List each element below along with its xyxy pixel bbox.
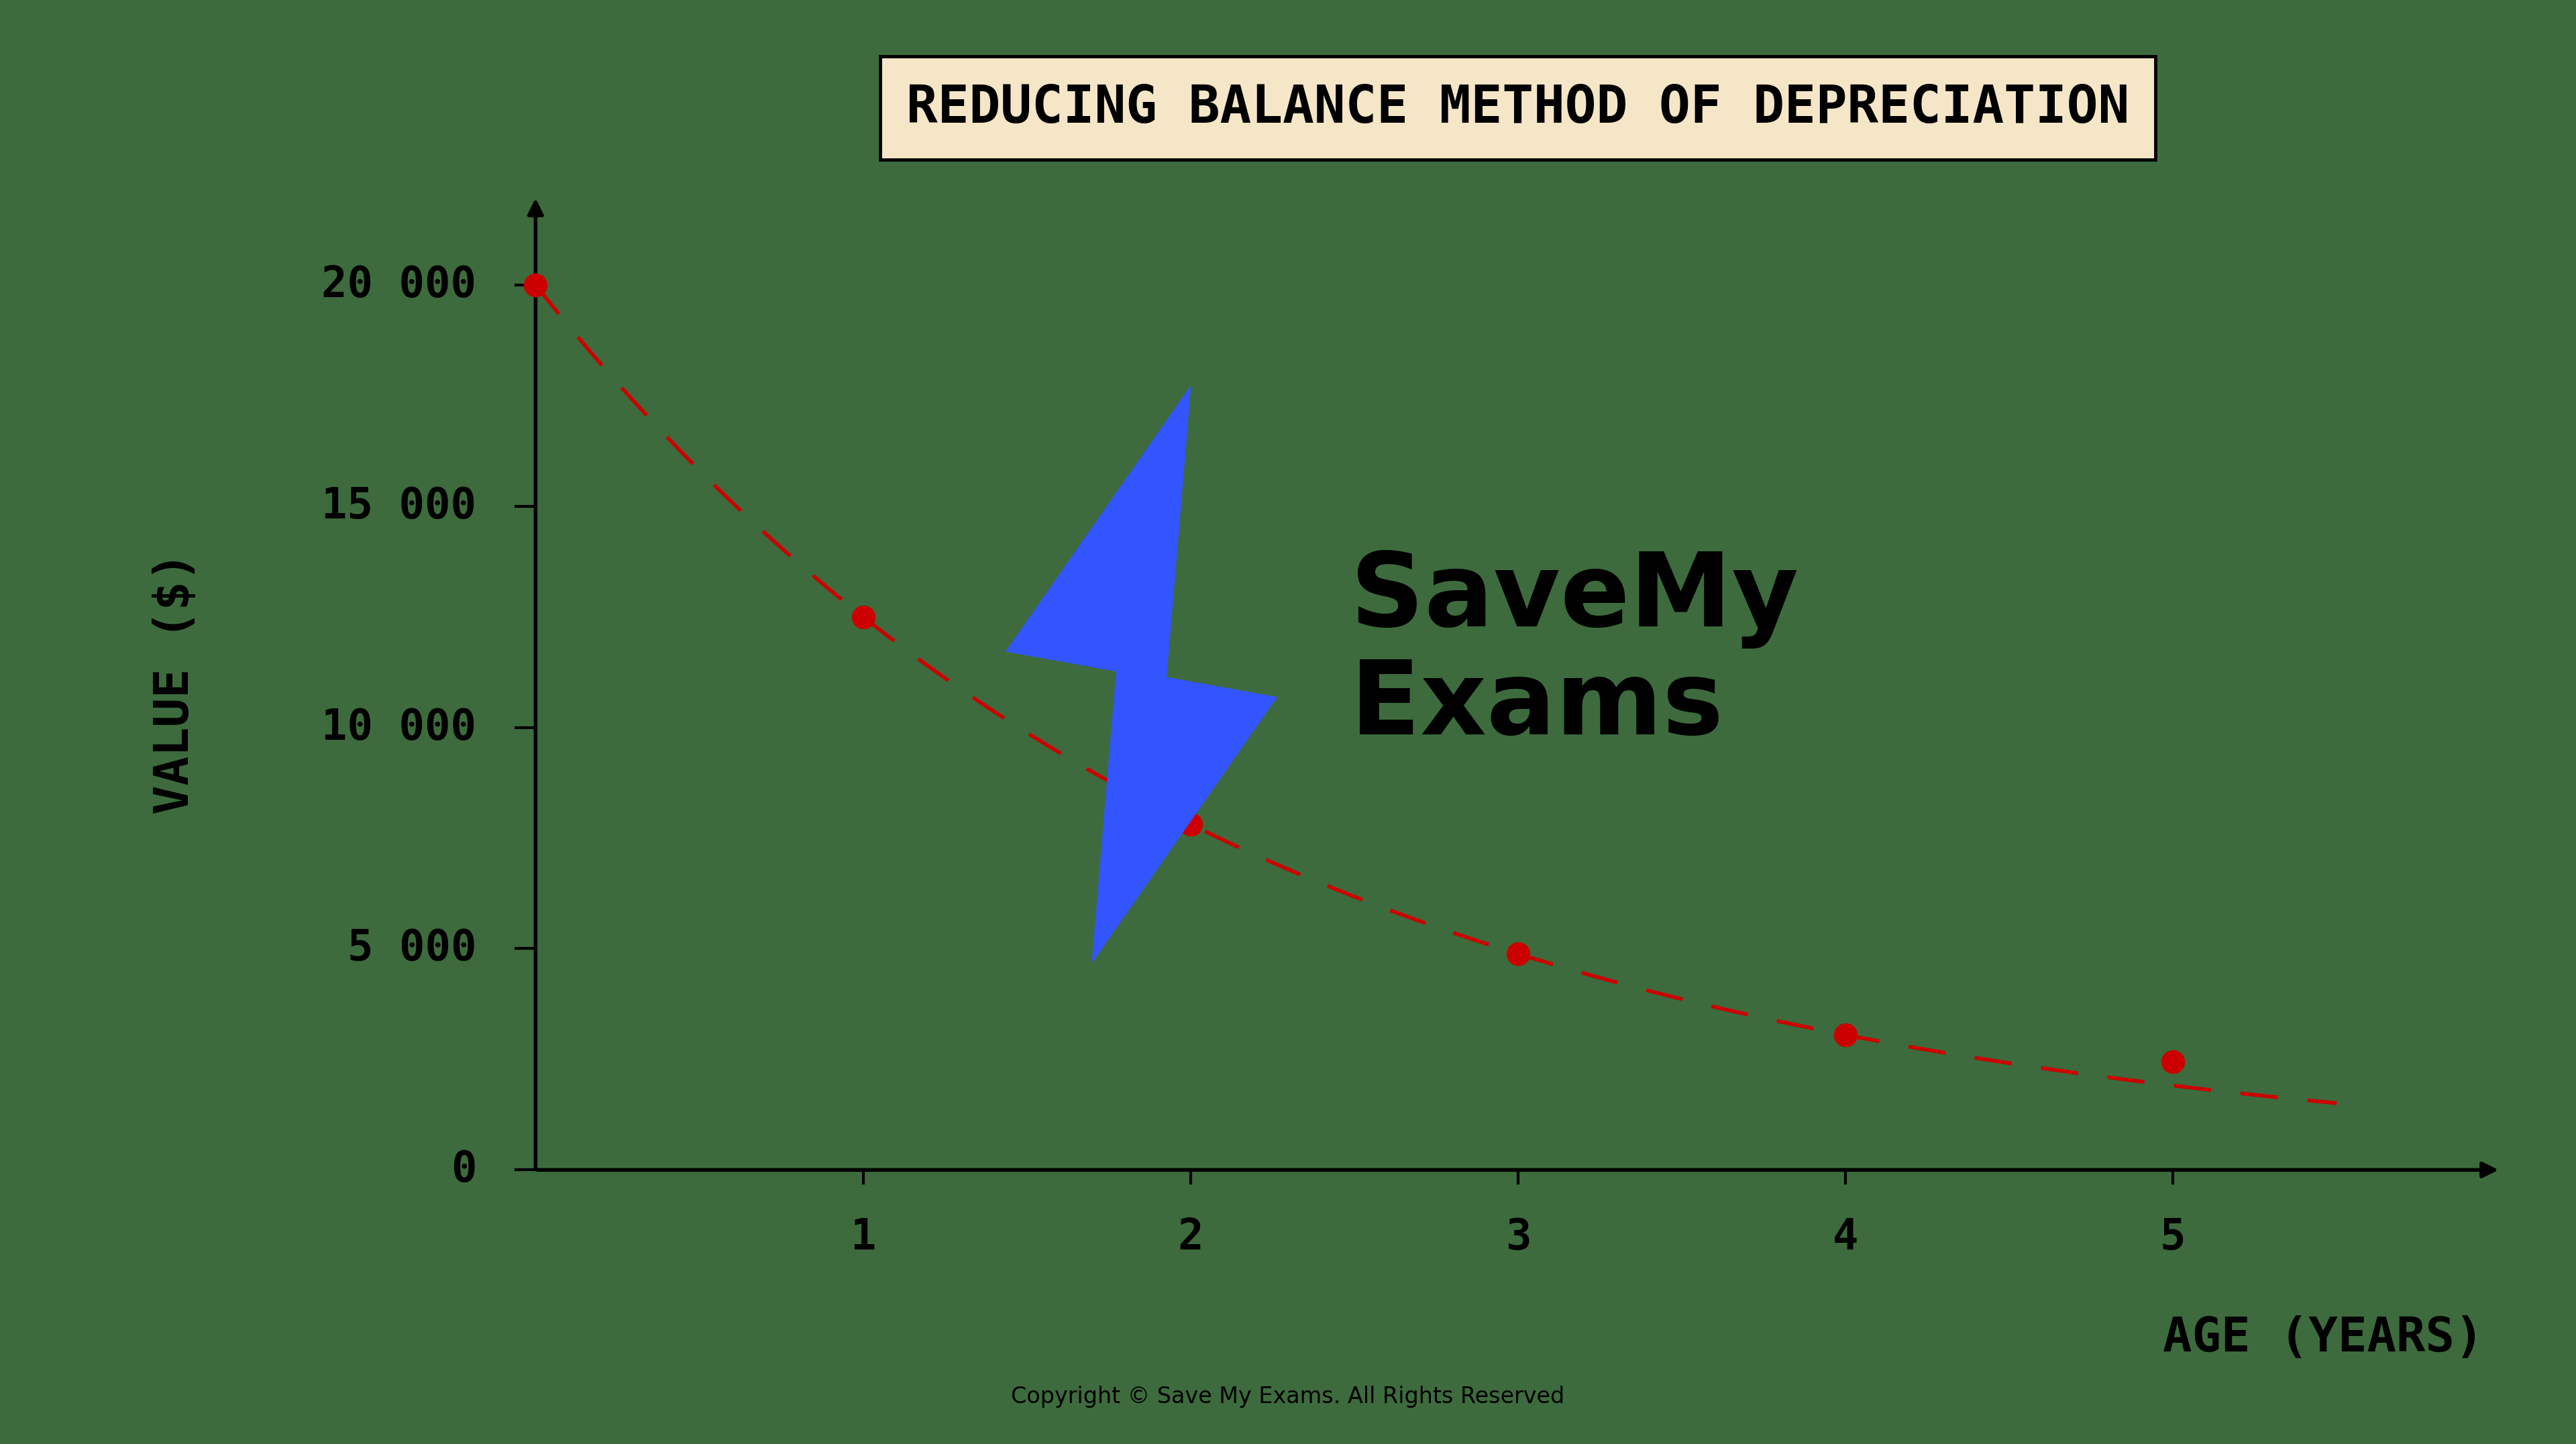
Text: 20 000: 20 000 (322, 264, 477, 306)
Polygon shape (1092, 669, 1278, 962)
Text: 3: 3 (1504, 1216, 1530, 1258)
Polygon shape (1007, 387, 1190, 680)
Text: AGE (YEARS): AGE (YEARS) (2164, 1315, 2483, 1362)
Text: SaveMy
Exams: SaveMy Exams (1350, 549, 1798, 757)
Point (1824, 1024, 1865, 1047)
Text: 4: 4 (1832, 1216, 1857, 1258)
Text: VALUE ($): VALUE ($) (152, 552, 198, 814)
Point (2154, 1050, 2195, 1073)
Text: 15 000: 15 000 (322, 485, 477, 527)
Text: 5: 5 (2161, 1216, 2187, 1258)
Text: 5 000: 5 000 (348, 928, 477, 969)
Text: REDUCING BALANCE METHOD OF DEPRECIATION: REDUCING BALANCE METHOD OF DEPRECIATION (907, 82, 2130, 133)
Text: Copyright © Save My Exams. All Rights Reserved: Copyright © Save My Exams. All Rights Re… (1012, 1386, 1564, 1408)
Point (1497, 943, 1538, 966)
Point (842, 605, 884, 628)
Point (1170, 813, 1211, 836)
Text: 2: 2 (1177, 1216, 1203, 1258)
Point (515, 273, 556, 296)
Text: 0: 0 (451, 1149, 477, 1191)
Text: 1: 1 (850, 1216, 876, 1258)
Text: 10 000: 10 000 (322, 706, 477, 748)
